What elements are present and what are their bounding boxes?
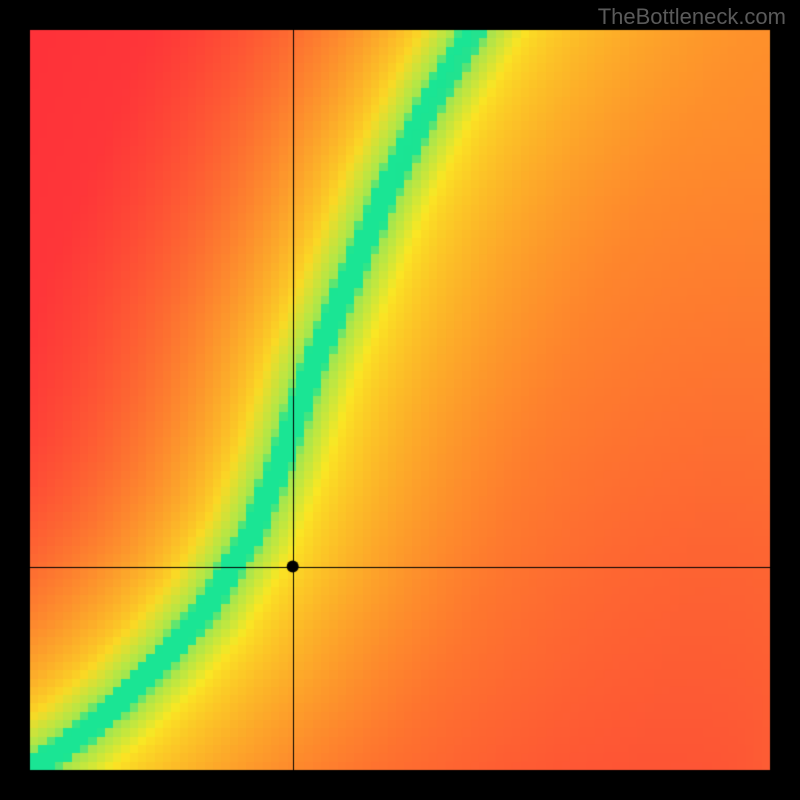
bottleneck-heatmap: [0, 0, 800, 800]
watermark-text: TheBottleneck.com: [598, 4, 786, 30]
